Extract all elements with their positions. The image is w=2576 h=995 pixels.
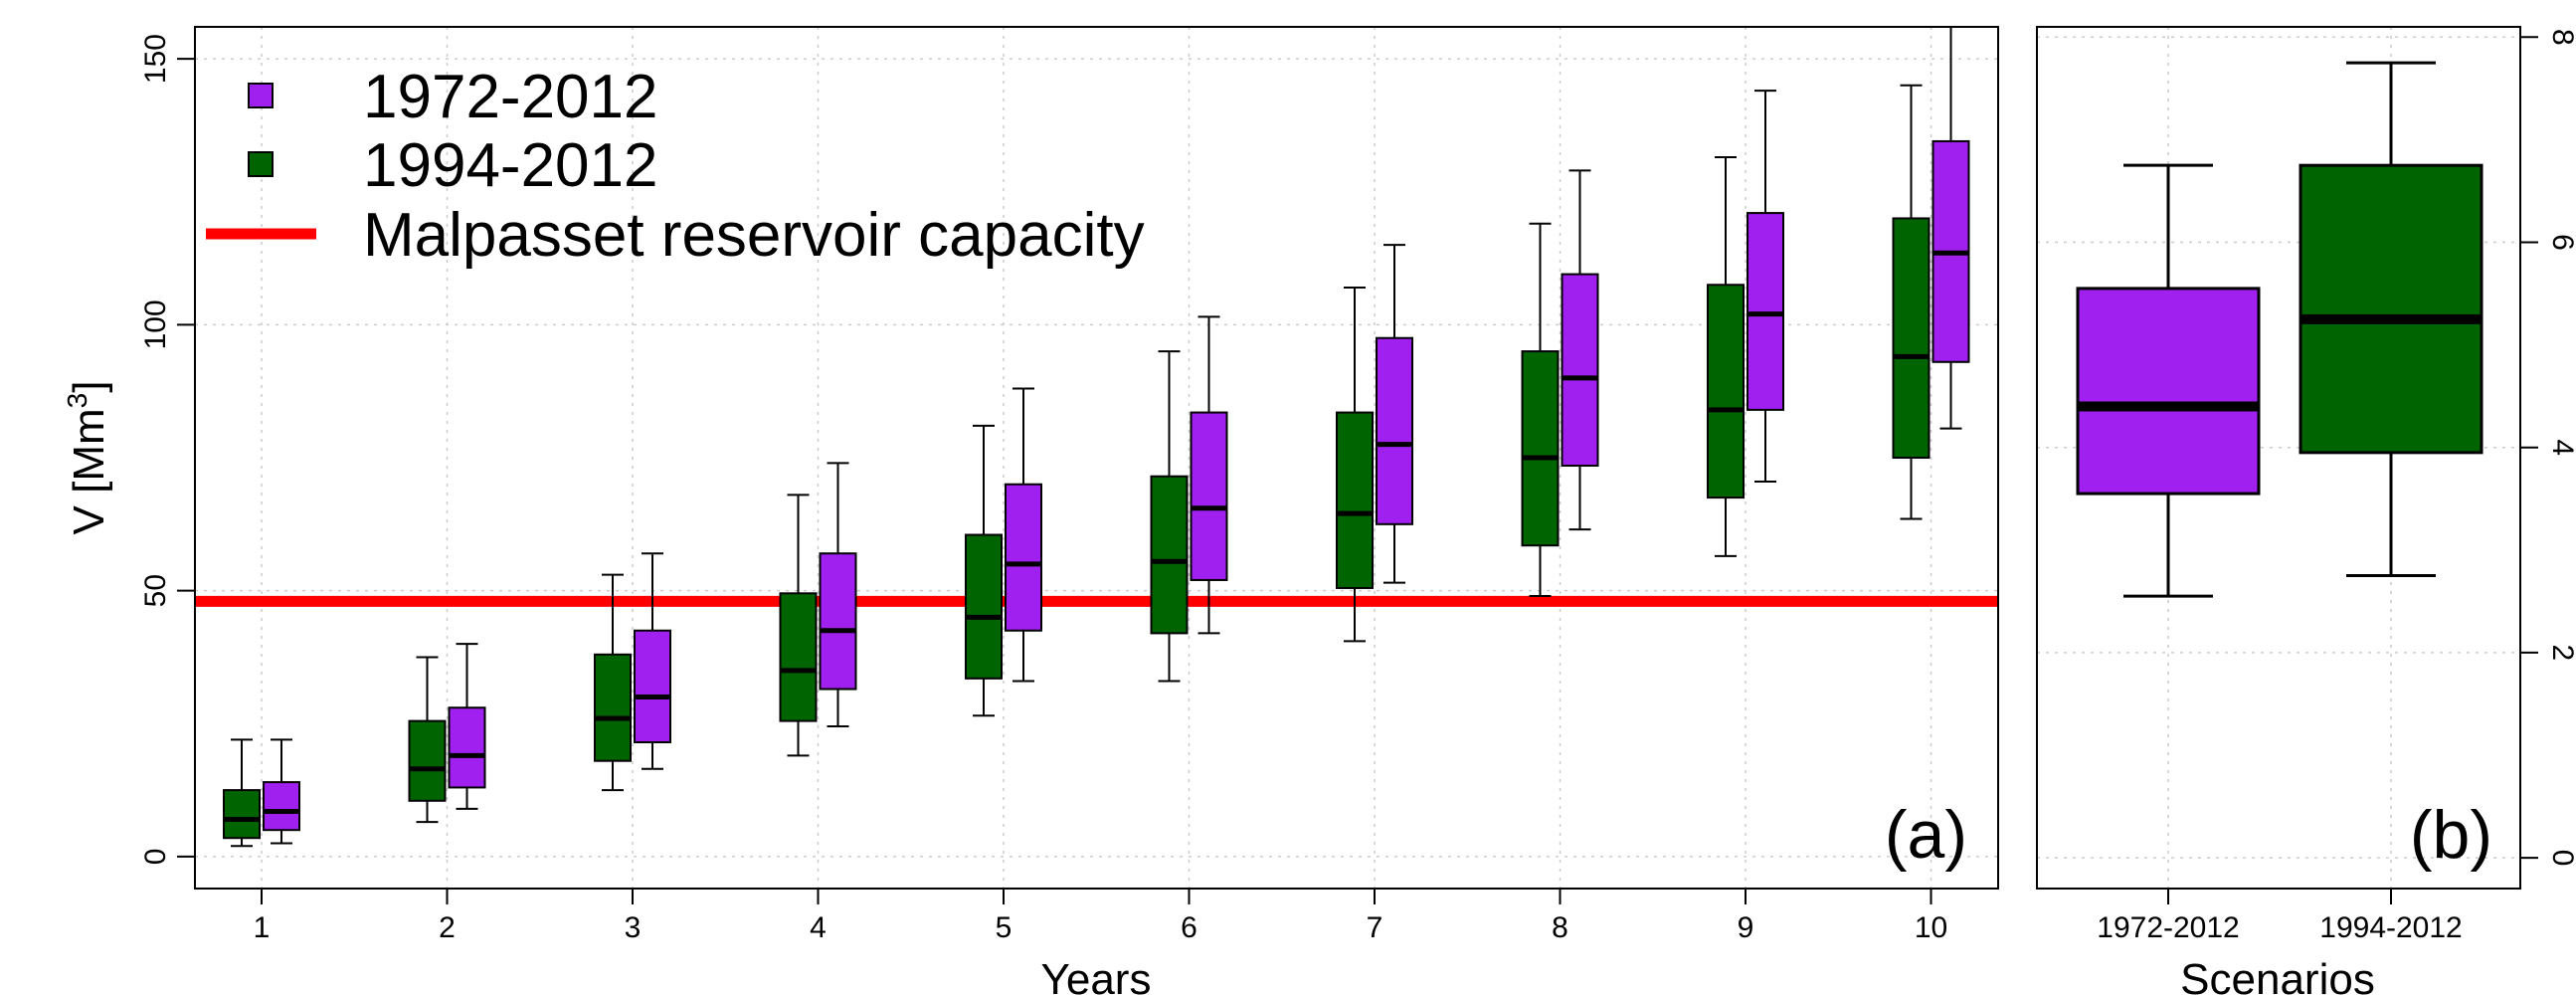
legend-label-1972-2012: 1972-2012 xyxy=(363,63,658,131)
legend-label-1994-2012: 1994-2012 xyxy=(363,131,658,200)
y-tick-label: 6 xyxy=(2546,234,2576,251)
y-axis-a: 0 50 100 150 xyxy=(139,34,195,865)
plot-frame-b xyxy=(2036,26,2521,890)
grid-a xyxy=(195,27,1998,889)
y-tick-label: 2 xyxy=(2546,645,2576,662)
box-1972-2012-year-2 xyxy=(448,706,486,789)
y-axis-title-superscript: 3 xyxy=(62,393,92,409)
legend-label-reservoir: Malpasset reservoir capacity xyxy=(363,201,1145,270)
y-tick-label: 8 xyxy=(2546,29,2576,46)
box-1972-2012-year-7 xyxy=(1376,336,1413,525)
x-tick-label: 1994-2012 xyxy=(2319,911,2462,944)
box-1972-2012 xyxy=(2076,287,2261,496)
svg-text:V [Mm3]: V [Mm3] xyxy=(62,381,113,535)
y-tick-label: 150 xyxy=(139,34,172,84)
panel-b: 0 2 4 6 8 1972-2012 1994-2012 (b) Scenarios xyxy=(2036,26,2576,995)
box-1994-2012-year-2 xyxy=(408,719,447,802)
boxes-a xyxy=(223,27,1970,848)
x-tick-label: 7 xyxy=(1367,911,1383,944)
box-1994-2012-year-10 xyxy=(1892,217,1931,459)
x-tick-label: 4 xyxy=(810,911,827,944)
x-axis-a: 1 2 3 4 5 6 7 8 9 10 xyxy=(254,889,1947,944)
box-1994-2012-year-3 xyxy=(594,653,632,762)
panel-label-b: (b) xyxy=(2410,797,2492,873)
x-tick-label: 6 xyxy=(1181,911,1197,944)
x-tick-label: 10 xyxy=(1915,911,1947,944)
box-1994-2012-year-9 xyxy=(1707,284,1745,499)
box-1972-2012-year-3 xyxy=(634,629,671,743)
y-axis-title-text: V [Mm xyxy=(65,408,113,534)
box-1994-2012-year-5 xyxy=(965,533,1003,680)
panel-a: 0 50 100 150 1 2 3 4 5 6 7 8 9 10 1972-2012 1994-201… xyxy=(62,26,1999,995)
x-axis-title-a: Years xyxy=(1041,955,1152,995)
box-1972-2012-year-9 xyxy=(1747,212,1784,411)
y-tick-label: 4 xyxy=(2546,439,2576,456)
x-axis-b: 1972-2012 1994-2012 xyxy=(2097,889,2463,944)
box-1972-2012-year-8 xyxy=(1561,273,1599,468)
y-axis-title-close: ] xyxy=(65,381,113,393)
y-axis-b: 0 2 4 6 8 xyxy=(2520,29,2576,866)
box-1972-2012-year-4 xyxy=(819,552,857,691)
x-tick-label: 8 xyxy=(1552,911,1568,944)
x-axis-title-b: Scenarios xyxy=(2180,955,2375,995)
boxes-b xyxy=(2076,61,2484,598)
box-1972-2012-year-1 xyxy=(263,781,300,832)
legend: 1972-2012 1994-2012 Malpasset reservoir … xyxy=(206,63,1145,270)
plot-frame-a xyxy=(194,26,1999,890)
box-1994-2012-year-7 xyxy=(1336,411,1374,589)
box-1994-2012-year-8 xyxy=(1521,350,1560,547)
x-tick-label: 3 xyxy=(625,911,642,944)
y-tick-label: 100 xyxy=(139,299,172,349)
legend-swatch-1972-2012 xyxy=(248,83,274,108)
x-tick-label: 9 xyxy=(1738,911,1754,944)
box-1972-2012-year-5 xyxy=(1005,483,1042,632)
box-1994-2012 xyxy=(2299,163,2484,455)
y-tick-label: 50 xyxy=(139,574,172,607)
x-tick-label: 5 xyxy=(996,911,1012,944)
x-tick-label: 2 xyxy=(439,911,456,944)
box-1994-2012-year-4 xyxy=(779,592,818,722)
x-tick-label: 1 xyxy=(254,911,271,944)
y-tick-label: 0 xyxy=(2546,850,2576,867)
legend-swatch-1994-2012 xyxy=(248,151,274,177)
box-1972-2012-year-6 xyxy=(1190,411,1228,581)
panel-label-a: (a) xyxy=(1885,797,1967,873)
x-tick-label: 1972-2012 xyxy=(2097,911,2239,944)
y-tick-label: 0 xyxy=(139,849,172,866)
y-axis-title-a: V [Mm3] xyxy=(62,381,113,535)
box-1994-2012-year-6 xyxy=(1150,475,1189,635)
box-1994-2012-year-1 xyxy=(223,789,261,840)
